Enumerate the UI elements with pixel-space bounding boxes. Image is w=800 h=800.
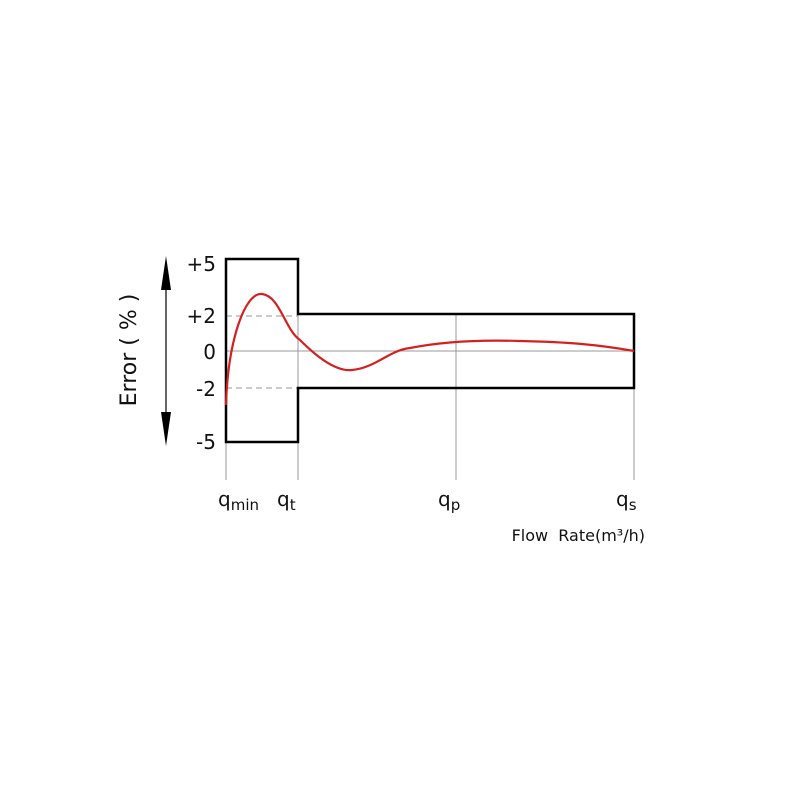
y-axis-title: Error ( % ) bbox=[117, 294, 142, 407]
x-label: qp bbox=[438, 487, 460, 514]
error-curve bbox=[224, 292, 635, 406]
y-label: -5 bbox=[196, 430, 216, 454]
x-label: qs bbox=[616, 487, 637, 514]
y-label: +5 bbox=[187, 252, 216, 276]
y-label: -2 bbox=[196, 377, 216, 401]
x-symbol: q bbox=[218, 487, 231, 511]
x-sub: p bbox=[451, 496, 461, 514]
x-symbol: q bbox=[438, 487, 451, 511]
x-label: qt bbox=[277, 487, 296, 514]
y-labels: +5 +2 0 -2 -5 bbox=[187, 252, 216, 454]
arrow-head-down bbox=[161, 412, 171, 446]
x-sub: min bbox=[231, 496, 259, 514]
y-label: 0 bbox=[203, 340, 216, 364]
x-symbol: q bbox=[616, 487, 629, 511]
arrow-head-up bbox=[161, 256, 171, 290]
x-sub: t bbox=[290, 496, 296, 514]
x-axis-title: Flow Rate(m³/h) bbox=[512, 526, 645, 545]
y-label: +2 bbox=[187, 304, 216, 328]
x-label: qmin bbox=[218, 487, 259, 514]
x-labels: qmin qt qp qs bbox=[218, 487, 637, 514]
x-sub: s bbox=[629, 496, 637, 514]
error-envelope bbox=[224, 257, 636, 444]
x-symbol: q bbox=[277, 487, 290, 511]
